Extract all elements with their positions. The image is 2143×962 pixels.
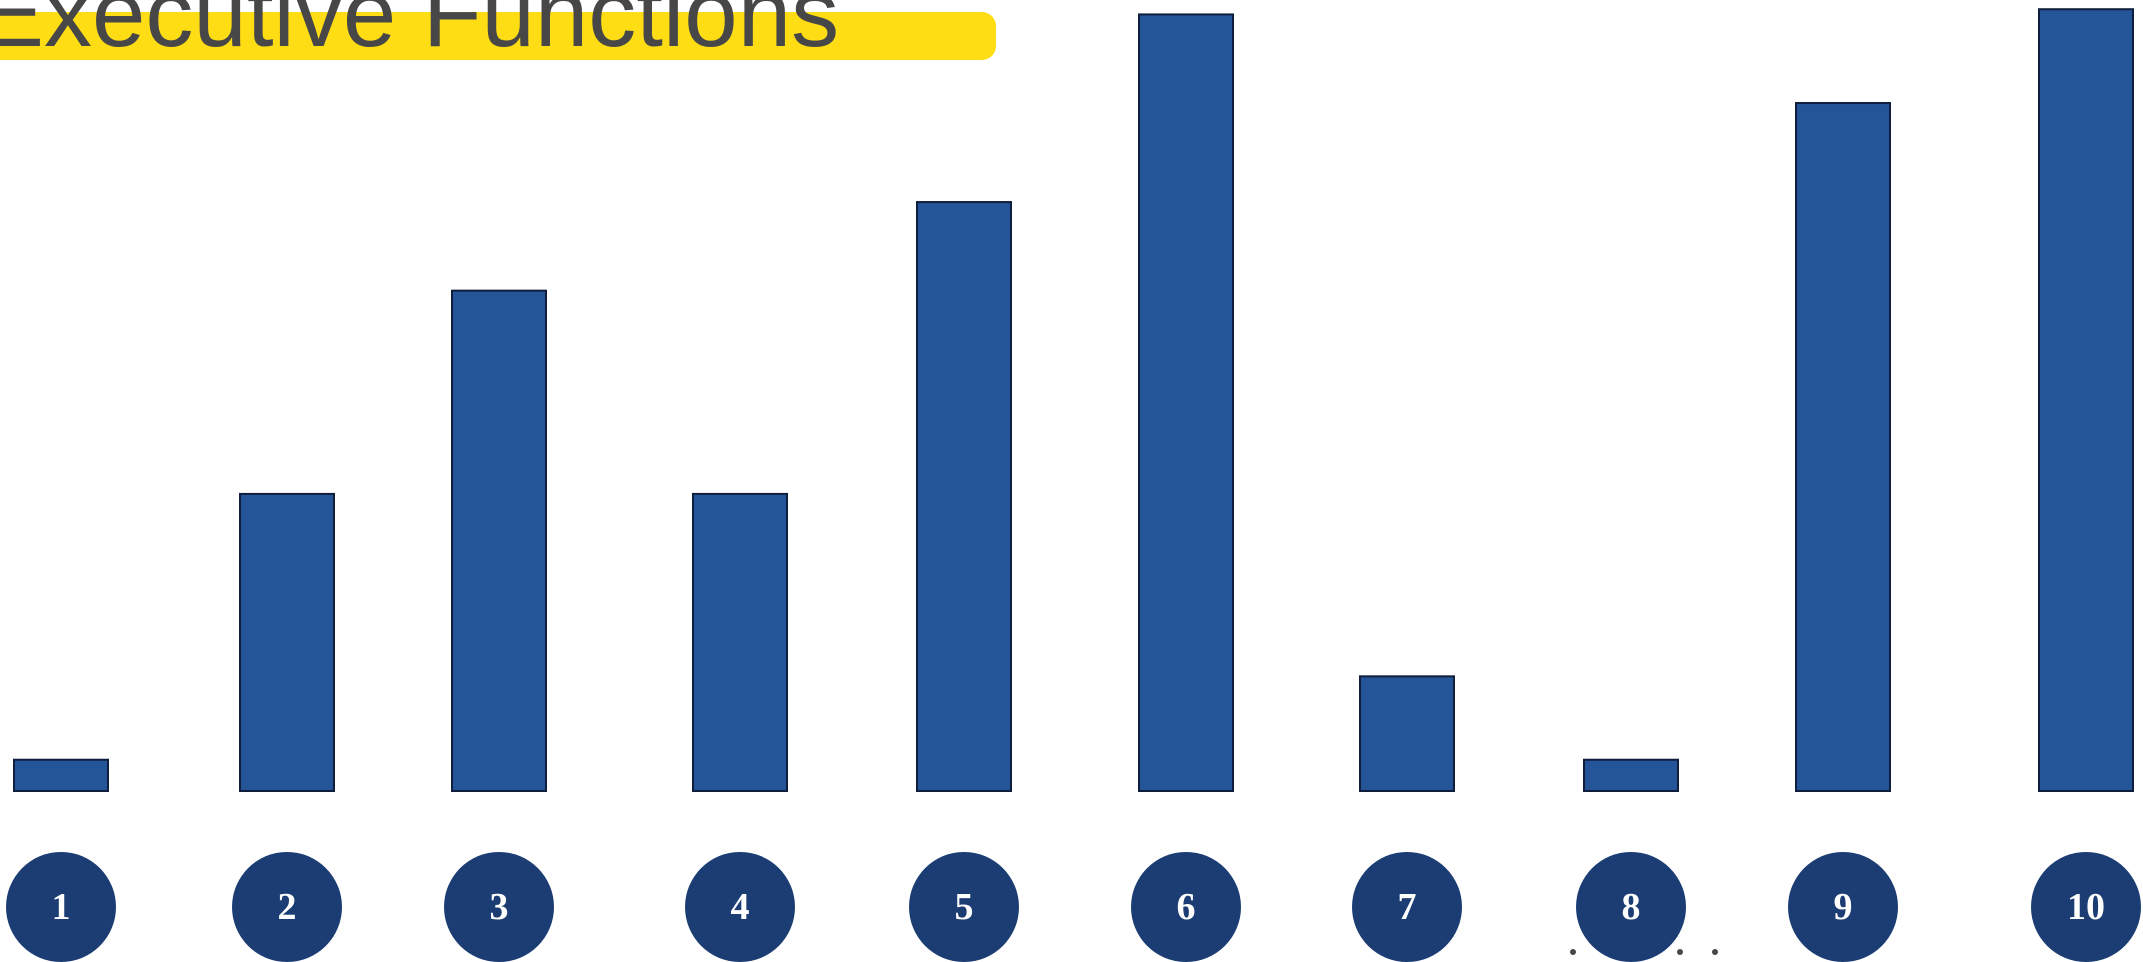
tick-circle (1788, 852, 1898, 962)
tick-circle (1131, 852, 1241, 962)
tick-circle (1352, 852, 1462, 962)
bar-1 (13, 758, 109, 792)
tick-labels-group: 1 2 3 4 5 6 7 8 9 10 (6, 852, 2141, 962)
bar-7 (1359, 675, 1455, 793)
tick-marker-9: 9 (1788, 852, 1898, 962)
tick-marker-10: 10 (2031, 852, 2141, 962)
tick-label: 2 (278, 886, 297, 928)
tick-label: 5 (955, 886, 974, 928)
tick-label: 7 (1398, 886, 1417, 928)
title-highlight (0, 12, 996, 60)
tick-circle (6, 852, 116, 962)
tick-marker-7: 7 (1352, 852, 1462, 962)
tick-circle (909, 852, 1019, 962)
title-area: Executive Functions (0, 0, 2143, 70)
tick-label: 6 (1177, 886, 1196, 928)
decorative-dot (1712, 949, 1718, 955)
bar-3 (451, 289, 547, 792)
tick-marker-8: 8 (1576, 852, 1686, 962)
bar-5 (916, 201, 1012, 792)
page-title: Executive Functions (0, 0, 840, 67)
tick-label: 10 (2067, 886, 2105, 928)
bar-9 (1795, 102, 1891, 792)
bar-4 (692, 492, 788, 792)
decorative-dot (1677, 949, 1683, 955)
tick-circle (685, 852, 795, 962)
bar-10 (2038, 8, 2134, 793)
tick-circle (444, 852, 554, 962)
tick-label: 8 (1622, 886, 1641, 928)
tick-label: 9 (1834, 886, 1853, 928)
tick-label: 3 (490, 886, 509, 928)
tick-marker-5: 5 (909, 852, 1019, 962)
decorative-dot (1570, 949, 1576, 955)
tick-marker-3: 3 (444, 852, 554, 962)
bar-2 (239, 492, 335, 792)
tick-marker-6: 6 (1131, 852, 1241, 962)
tick-marker-2: 2 (232, 852, 342, 962)
decorative-dots (1570, 949, 1718, 955)
tick-label: 4 (731, 886, 750, 928)
bars-group (13, 8, 2134, 793)
bar-8 (1583, 758, 1679, 792)
tick-circle (2031, 852, 2141, 962)
tick-circle (232, 852, 342, 962)
tick-circle (1576, 852, 1686, 962)
tick-label: 1 (52, 886, 71, 928)
tick-marker-4: 4 (685, 852, 795, 962)
tick-marker-1: 1 (6, 852, 116, 962)
bar-6 (1138, 13, 1234, 793)
